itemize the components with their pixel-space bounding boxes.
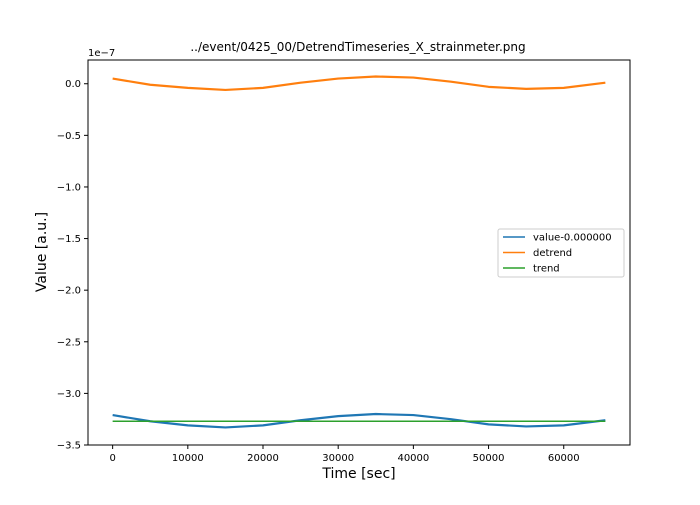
legend-box [497, 228, 625, 278]
y-offset-label: 1e−7 [88, 48, 115, 59]
series-layer [112, 75, 606, 429]
y-tick-label: −3.5 [57, 441, 81, 452]
y-axis-label: Value [a.u.] [34, 212, 50, 292]
x-tick-label: 30000 [322, 453, 354, 464]
plot-frame [87, 59, 631, 446]
x-axis: 0 10000 20000 30000 40000 50000 60000 [109, 445, 580, 464]
x-axis-label: Time [sec] [321, 466, 395, 482]
legend-label: trend [533, 264, 560, 275]
x-tick-label: 10000 [172, 453, 204, 464]
y-tick-label: 0.0 [65, 79, 81, 90]
x-tick-label: 20000 [247, 453, 279, 464]
series-line-detrend [112, 75, 606, 92]
legend-label: value-0.000000 [533, 233, 612, 244]
y-tick-label: −2.0 [57, 286, 81, 297]
y-tick-label: −1.0 [57, 182, 81, 193]
y-tick-label: −3.0 [57, 389, 81, 400]
y-tick-label: −1.5 [57, 234, 81, 245]
legend-label: detrend [533, 248, 572, 259]
x-tick-label: 60000 [548, 453, 580, 464]
y-axis: 0.0 −0.5 −1.0 −1.5 −2.0 −2.5 −3.0 −3.5 [57, 79, 88, 452]
chart-title: ../event/0425_00/DetrendTimeseries_X_str… [190, 40, 525, 54]
series-line-value-0-000000 [112, 412, 606, 429]
legend: value-0.000000 detrend trend [497, 228, 625, 278]
x-tick-label: 50000 [473, 453, 505, 464]
x-tick-label: 40000 [397, 453, 429, 464]
x-tick-label: 0 [109, 453, 115, 464]
y-tick-label: −2.5 [57, 337, 81, 348]
y-tick-label: −0.5 [57, 131, 81, 142]
